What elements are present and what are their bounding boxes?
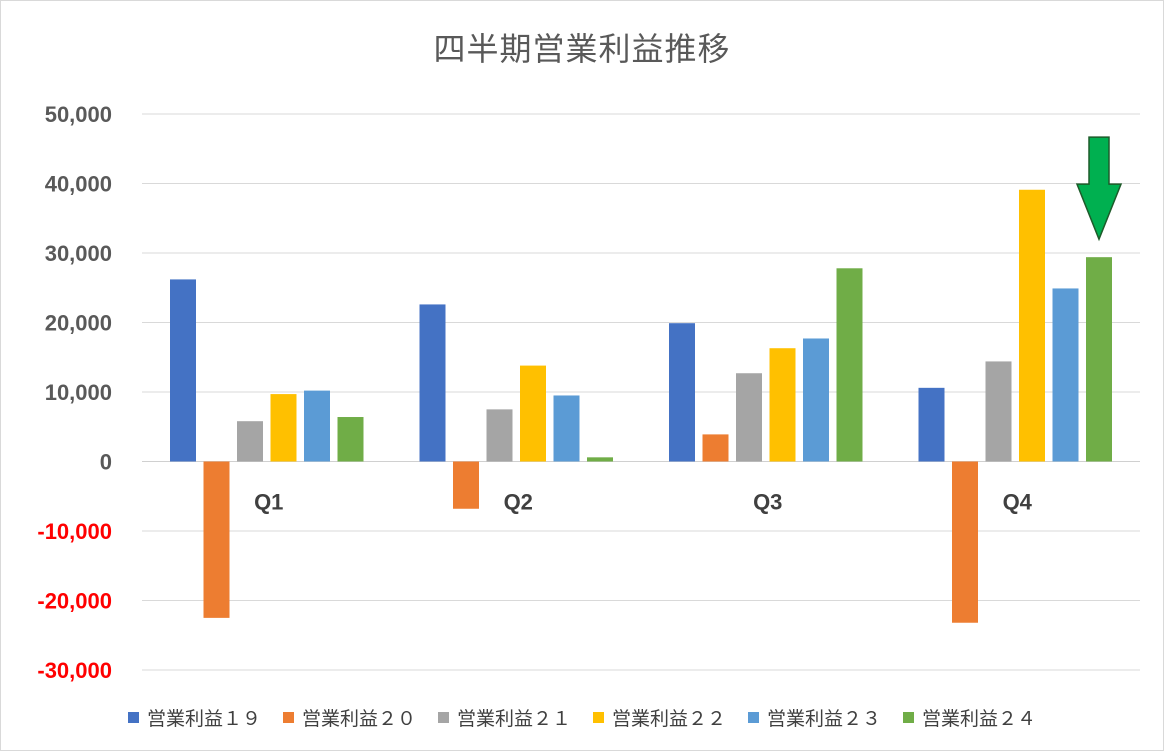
legend-swatch bbox=[748, 712, 760, 723]
bar-q3-series-6 bbox=[836, 268, 863, 462]
legend-swatch bbox=[127, 712, 139, 723]
bar-q4-series-1 bbox=[918, 387, 945, 462]
legend-swatch bbox=[437, 712, 449, 723]
legend-item: 営業利益１９ bbox=[127, 704, 261, 731]
y-tick-label: 40,000 bbox=[45, 172, 112, 197]
bar-q1-series-3 bbox=[237, 421, 263, 462]
legend-label: 営業利益１９ bbox=[146, 708, 261, 730]
legend-item: 営業利益２０ bbox=[282, 704, 416, 731]
y-tick-label: 20,000 bbox=[45, 311, 112, 336]
legend-label: 営業利益２２ bbox=[612, 708, 727, 730]
bar-q3-series-4 bbox=[769, 348, 796, 462]
bar-q2-series-4 bbox=[520, 365, 546, 462]
category-label: Q4 bbox=[1003, 490, 1033, 515]
legend-item: 営業利益２２ bbox=[593, 704, 726, 731]
legend-swatch bbox=[593, 712, 604, 723]
bar-q1-series-1 bbox=[170, 279, 196, 462]
y-tick-label: -10,000 bbox=[37, 519, 112, 544]
legend-item: 営業利益２３ bbox=[748, 704, 881, 731]
bar-q4-series-6 bbox=[1086, 257, 1112, 462]
bar-q2-series-5 bbox=[553, 395, 580, 462]
bar-q3-series-2 bbox=[702, 434, 729, 462]
legend-label: 営業利益２０ bbox=[301, 708, 416, 730]
bar-q1-series-4 bbox=[270, 394, 297, 462]
legend-swatch bbox=[903, 712, 915, 723]
category-label: Q3 bbox=[753, 490, 782, 515]
y-axis-ticks: 50,000 40,000 30,000 20,000 10,000 0 -10,000 -2… bbox=[37, 102, 112, 683]
bar-q2-series-2 bbox=[453, 461, 479, 509]
chart-title: 四半期営業利益推移 bbox=[433, 30, 731, 68]
bar-q4-series-4 bbox=[1019, 189, 1045, 462]
legend-item: 営業利益２４ bbox=[903, 704, 1036, 731]
bar-q2-series-1 bbox=[419, 304, 446, 462]
legend-item: 営業利益２１ bbox=[437, 704, 571, 731]
y-tick-label: 10,000 bbox=[45, 380, 112, 405]
y-tick-label: -20,000 bbox=[37, 589, 112, 614]
bar-q3-series-5 bbox=[803, 338, 829, 462]
legend: 営業利益１９ 営業利益２０ 営業利益２１ 営業利益２２ 営業利益２３ 営業利益２４ bbox=[0, 704, 1164, 731]
legend-label: 営業利益２４ bbox=[922, 708, 1037, 730]
category-label: Q2 bbox=[504, 490, 533, 515]
y-tick-label: -30,000 bbox=[37, 658, 112, 683]
bar-q4-series-2 bbox=[952, 461, 978, 623]
bars bbox=[170, 189, 1112, 623]
y-tick-label: 30,000 bbox=[45, 241, 112, 266]
annotation-arrow bbox=[1075, 136, 1123, 242]
chart-plot: 50,000 40,000 30,000 20,000 10,000 0 -10,000 -2… bbox=[37, 102, 1140, 683]
bar-q1-series-2 bbox=[203, 461, 230, 618]
legend-swatch bbox=[282, 712, 294, 723]
bar-q2-series-3 bbox=[486, 409, 513, 462]
y-tick-label: 0 bbox=[100, 450, 112, 475]
bar-q1-series-6 bbox=[337, 417, 364, 462]
category-label: Q1 bbox=[254, 490, 283, 515]
down-arrow-icon bbox=[1075, 136, 1123, 242]
bar-q1-series-5 bbox=[304, 390, 330, 462]
bar-q4-series-5 bbox=[1052, 288, 1079, 462]
legend-label: 営業利益２１ bbox=[456, 708, 571, 730]
bar-q4-series-3 bbox=[985, 361, 1012, 462]
y-tick-label: 50,000 bbox=[45, 102, 112, 127]
bar-q2-series-6 bbox=[587, 457, 613, 462]
bar-q3-series-1 bbox=[669, 323, 695, 462]
category-labels: Q1 Q2 Q3 Q4 bbox=[254, 490, 1033, 515]
bar-q3-series-3 bbox=[736, 373, 762, 462]
legend-label: 営業利益２３ bbox=[767, 708, 882, 730]
